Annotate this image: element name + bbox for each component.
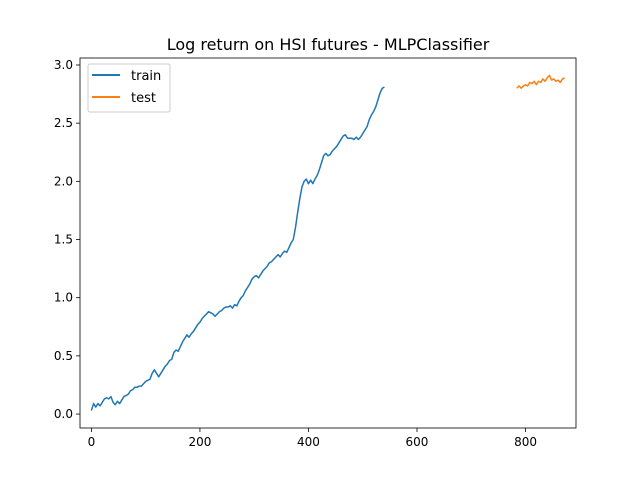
y-tick-label: 0.0 — [54, 407, 73, 421]
x-tick-label: 800 — [514, 435, 537, 449]
train-series-line — [90, 86, 385, 411]
x-axis: 0 200 400 600 800 — [88, 428, 537, 449]
x-tick-label: 400 — [297, 435, 320, 449]
y-tick-label: 2.5 — [54, 116, 73, 130]
y-tick-label: 0.5 — [54, 349, 73, 363]
y-tick-label: 3.0 — [54, 58, 73, 72]
x-tick-label: 200 — [188, 435, 211, 449]
legend: train test — [87, 63, 171, 113]
y-tick-label: 1.5 — [54, 233, 73, 247]
y-tick-label: 2.0 — [54, 174, 73, 188]
legend-train-label: train — [131, 69, 161, 84]
series-layer — [90, 74, 565, 411]
test-series-line — [516, 74, 565, 89]
x-tick-label: 0 — [88, 435, 96, 449]
y-axis: 0.0 0.5 1.0 1.5 2.0 2.5 3.0 — [54, 58, 80, 421]
x-tick-label: 600 — [406, 435, 429, 449]
chart-title: Log return on HSI futures - MLPClassifie… — [167, 35, 490, 54]
legend-test-label: test — [131, 91, 156, 106]
y-tick-label: 1.0 — [54, 291, 73, 305]
plot-area-frame — [79, 57, 577, 429]
